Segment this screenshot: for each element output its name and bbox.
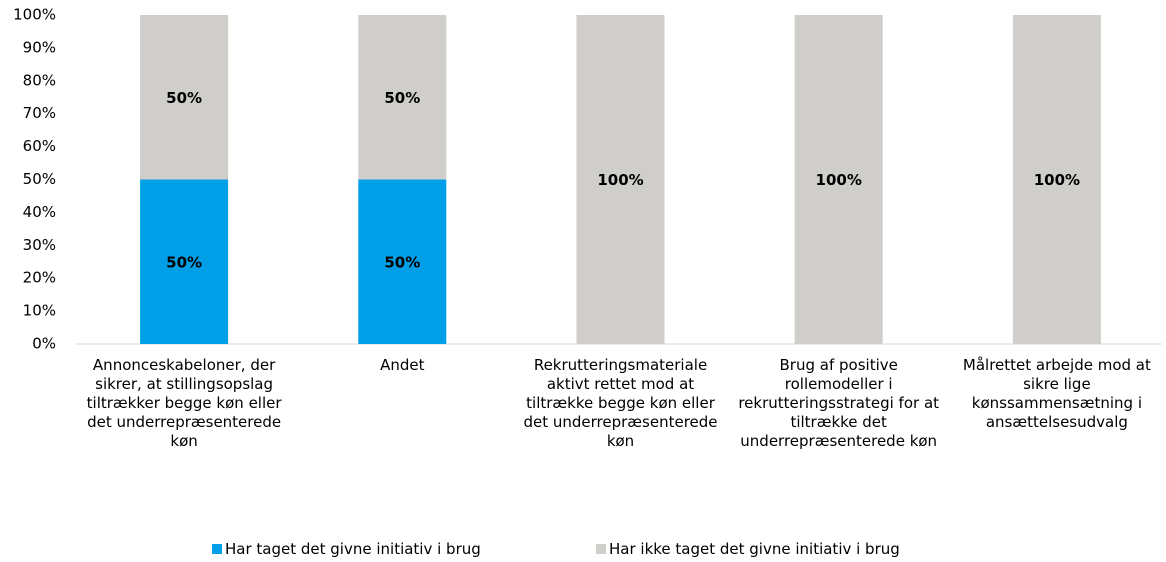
legend-swatch: [212, 544, 222, 554]
data-label: 50%: [384, 253, 420, 271]
y-tick-label: 40%: [23, 203, 56, 221]
legend-swatch: [596, 544, 606, 554]
bar-segment: [140, 179, 229, 344]
bar-segment: [358, 15, 447, 180]
y-tick-label: 100%: [13, 6, 56, 24]
y-tick-label: 60%: [23, 137, 56, 155]
x-tick-label: Rekrutteringsmateriale aktivt rettet mod…: [523, 356, 718, 450]
x-tick-label: Andet: [380, 356, 425, 374]
bar-segment: [358, 179, 447, 344]
data-label: 100%: [1034, 171, 1080, 189]
legend-item: Har ikke taget det givne initiativ i bru…: [596, 540, 900, 558]
y-tick-label: 0%: [32, 335, 56, 353]
x-tick-label: Annonceskabeloner, der sikrer, at stilli…: [86, 356, 282, 450]
bar-segment: [1012, 15, 1101, 344]
y-tick-label: 20%: [23, 269, 56, 287]
bar-segment: [576, 15, 665, 344]
legend-item: Har taget det givne initiativ i brug: [212, 540, 481, 558]
data-label: 50%: [166, 253, 202, 271]
x-tick-label: Brug af positive rollemodeller i rekrutt…: [738, 356, 940, 450]
y-tick-label: 90%: [23, 38, 56, 56]
y-tick-label: 70%: [23, 104, 56, 122]
bar-segment: [140, 15, 229, 180]
data-label: 100%: [597, 171, 643, 189]
data-label: 50%: [384, 89, 420, 107]
data-label: 50%: [166, 89, 202, 107]
x-tick-label: Målrettet arbejde mod at sikre lige køns…: [962, 356, 1151, 431]
legend-label: Har taget det givne initiativ i brug: [225, 540, 481, 558]
legend-label: Har ikke taget det givne initiativ i bru…: [609, 540, 900, 558]
y-tick-label: 80%: [23, 71, 56, 89]
y-tick-label: 10%: [23, 302, 56, 320]
y-tick-label: 30%: [23, 236, 56, 254]
data-label: 100%: [816, 171, 862, 189]
bar-segment: [794, 15, 883, 344]
y-tick-label: 50%: [23, 170, 56, 188]
